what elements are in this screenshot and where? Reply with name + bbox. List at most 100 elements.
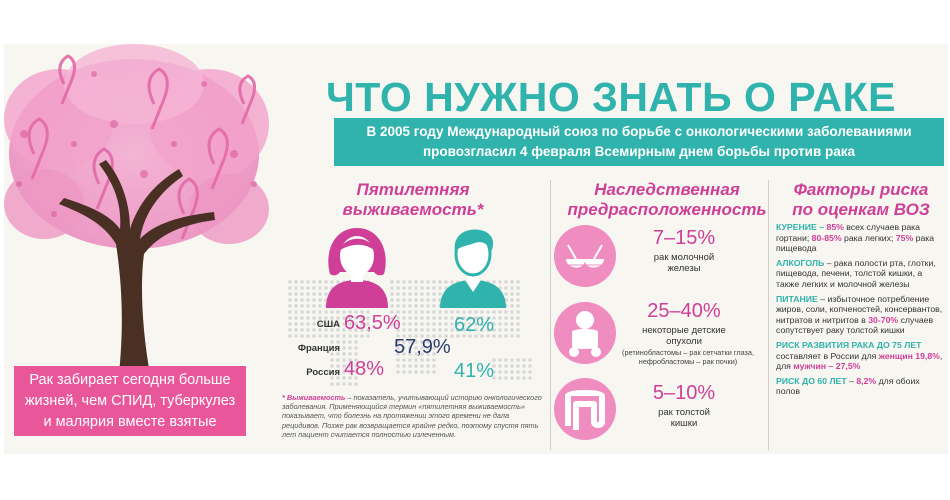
risk-alcohol: АЛКОГОЛЬ – рака полости рта, глотки, пищ…: [776, 258, 946, 290]
map-dot: [402, 316, 406, 320]
map-dot: [408, 334, 412, 338]
map-dot: [396, 328, 400, 332]
map-dot: [420, 364, 424, 368]
map-dot: [402, 310, 406, 314]
map-dot: [408, 286, 412, 290]
map-dot: [342, 382, 346, 386]
map-dot: [438, 334, 442, 338]
map-dot: [516, 286, 520, 290]
map-dot: [528, 358, 532, 362]
map-dot: [468, 310, 472, 314]
map-dot: [498, 328, 502, 332]
map-dot: [306, 286, 310, 290]
map-dot: [468, 334, 472, 338]
map-dot: [390, 322, 394, 326]
map-dot: [354, 376, 358, 380]
map-dot: [426, 346, 430, 350]
map-dot: [432, 310, 436, 314]
map-dot: [438, 322, 442, 326]
map-dot: [396, 370, 400, 374]
map-dot: [354, 364, 358, 368]
map-dot: [354, 316, 358, 320]
map-dot: [504, 292, 508, 296]
map-dot: [444, 310, 448, 314]
map-dot: [408, 316, 412, 320]
map-dot: [354, 322, 358, 326]
map-dot: [504, 310, 508, 314]
map-dot: [438, 328, 442, 332]
map-dot: [468, 322, 472, 326]
survival-heading-line-2: выживаемость*: [342, 200, 484, 219]
map-dot: [426, 286, 430, 290]
risk-heading-line-1: Факторы риска: [793, 180, 929, 199]
map-dot: [420, 352, 424, 356]
map-dot: [426, 298, 430, 302]
map-dot: [474, 310, 478, 314]
map-dot: [480, 310, 484, 314]
map-dot: [420, 316, 424, 320]
risk-75-text-1: составляет в России для: [776, 350, 879, 361]
map-dot: [498, 280, 502, 284]
map-dot: [450, 328, 454, 332]
map-dot: [336, 310, 340, 314]
map-dot: [348, 370, 352, 374]
map-dot: [294, 292, 298, 296]
map-dot: [330, 334, 334, 338]
map-dot: [402, 280, 406, 284]
map-dot: [324, 292, 328, 296]
map-dot: [342, 358, 346, 362]
map-dot: [510, 358, 514, 362]
map-dot: [396, 280, 400, 284]
survival-heading-line-1: Пятилетняя: [356, 180, 470, 199]
map-dot: [390, 280, 394, 284]
map-dot: [432, 370, 436, 374]
map-dot: [432, 322, 436, 326]
map-dot: [420, 334, 424, 338]
map-dot: [312, 292, 316, 296]
map-dot: [300, 292, 304, 296]
map-dot: [516, 358, 520, 362]
map-dot: [456, 334, 460, 338]
footnote-term: * Выживаемость: [282, 393, 346, 402]
map-dot: [348, 364, 352, 368]
map-dot: [306, 334, 310, 338]
map-dot: [408, 322, 412, 326]
map-dot: [450, 316, 454, 320]
map-dot: [408, 370, 412, 374]
map-dot: [318, 322, 322, 326]
map-dot: [336, 370, 340, 374]
map-dot: [492, 376, 496, 380]
map-dot: [324, 334, 328, 338]
map-dot: [498, 370, 502, 374]
map-dot: [348, 328, 352, 332]
map-dot: [288, 328, 292, 332]
map-dot: [414, 364, 418, 368]
map-dot: [336, 322, 340, 326]
map-dot: [498, 322, 502, 326]
map-dot: [396, 358, 400, 362]
map-dot: [342, 334, 346, 338]
map-dot: [516, 376, 520, 380]
map-dot: [300, 310, 304, 314]
map-dot: [324, 328, 328, 332]
map-dot: [450, 310, 454, 314]
map-dot: [396, 352, 400, 356]
map-dot: [504, 334, 508, 338]
risk-food-key: ПИТАНИЕ: [776, 293, 818, 304]
map-dot: [318, 310, 322, 314]
map-dot: [414, 286, 418, 290]
map-dot: [510, 310, 514, 314]
map-dot: [336, 364, 340, 368]
risk-smoking-pct-3: 75%: [895, 232, 914, 243]
map-dot: [348, 352, 352, 356]
map-dot: [288, 298, 292, 302]
map-dot: [306, 304, 310, 308]
map-dot: [288, 292, 292, 296]
map-dot: [330, 310, 334, 314]
map-dot: [402, 286, 406, 290]
map-dot: [420, 280, 424, 284]
map-dot: [510, 286, 514, 290]
heredity-text-children: некоторые детские опухоли: [624, 325, 744, 347]
map-dot: [420, 292, 424, 296]
column-divider-1: [550, 180, 551, 450]
